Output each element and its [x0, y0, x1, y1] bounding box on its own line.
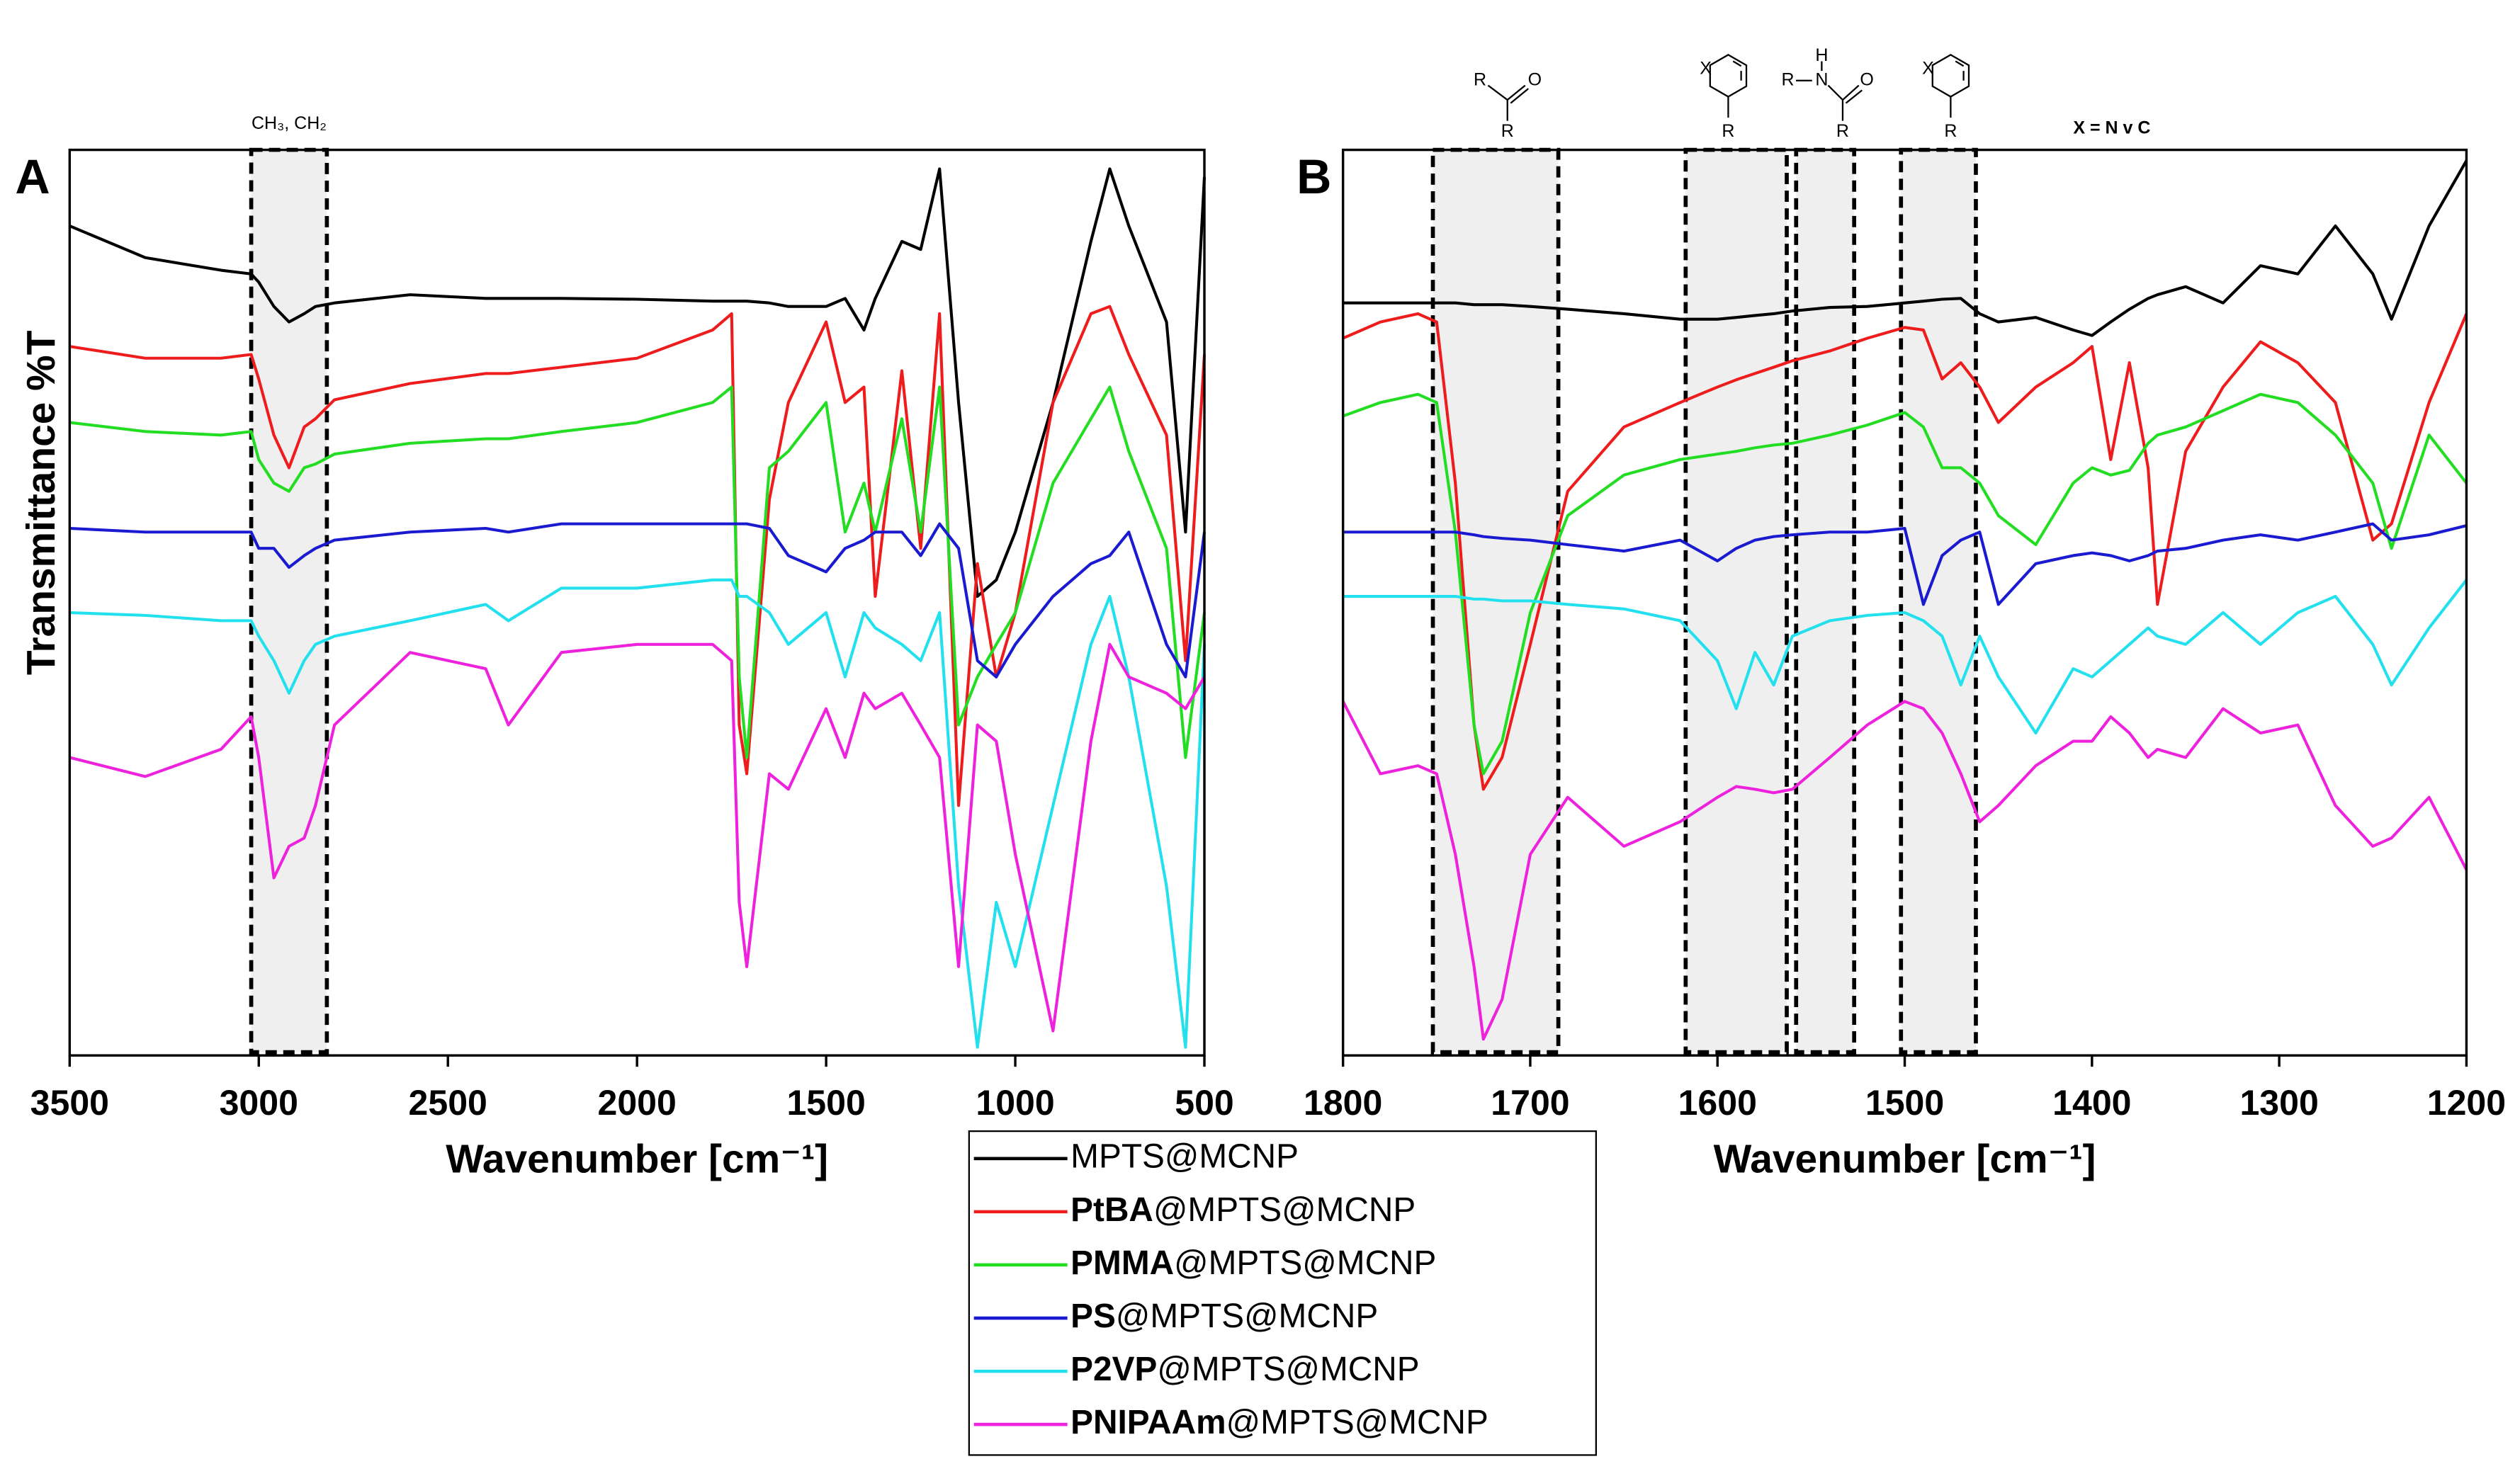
legend-label: PMMA@MPTS@MCNP	[1070, 1244, 1436, 1282]
x-tick-label: 1500	[1865, 1083, 1944, 1123]
legend-rest: @MPTS@MCNP	[1157, 1351, 1419, 1388]
legend-bold: PMMA	[1070, 1244, 1174, 1282]
x-axis-label: Wavenumber [cm⁻¹]	[446, 1137, 828, 1181]
x-tick-label: 2500	[409, 1083, 487, 1123]
band-region	[1683, 147, 1789, 1055]
structure-label: H	[1815, 45, 1828, 65]
legend-bold: PNIPAAm	[1070, 1404, 1226, 1441]
legend-label: MPTS@MCNP	[1070, 1137, 1299, 1175]
spectrum-line	[1342, 392, 2468, 776]
structure-label: R	[1722, 121, 1734, 141]
x-tick-label: 500	[1175, 1083, 1234, 1123]
structure-label: R	[1836, 121, 1849, 141]
legend-label: PS@MPTS@MCNP	[1070, 1298, 1378, 1335]
spectrum-line	[69, 385, 1207, 759]
x-tick-label: 1000	[976, 1083, 1054, 1123]
x-tick-label: 1400	[2052, 1083, 2131, 1123]
legend-rest: @MPTS@MCNP	[1116, 1298, 1378, 1335]
x-tick-label: 1600	[1678, 1083, 1757, 1123]
band-region	[1899, 147, 1978, 1055]
structure-label: R	[1944, 121, 1957, 141]
chemical-structure	[1931, 54, 1970, 118]
spectrum-line	[1343, 159, 2468, 337]
band-region	[249, 147, 329, 1055]
chemical-structure	[1709, 54, 1748, 118]
legend-bold: PS	[1070, 1298, 1116, 1335]
spectrum-line	[69, 167, 1207, 598]
x-tick-label: 1500	[786, 1083, 865, 1123]
x-tick-label: 2000	[597, 1083, 676, 1123]
x-axis-label: Wavenumber [cm⁻¹]	[1714, 1137, 2096, 1181]
structure-label: O	[1528, 69, 1542, 89]
region-label: CH₃, CH₂	[252, 113, 327, 133]
bond	[1795, 61, 1863, 121]
legend-rest: @MPTS@MCNP	[1153, 1191, 1416, 1229]
x-tick-label: 1800	[1304, 1083, 1382, 1123]
structure-label: R	[1501, 121, 1514, 141]
chemical-structure	[1487, 84, 1530, 121]
y-axis-label: Transmittance %T	[19, 330, 64, 675]
legend-box	[968, 1130, 1597, 1456]
bond	[1487, 84, 1530, 121]
x-tick-label: 3500	[30, 1083, 109, 1123]
spectrum-line	[69, 522, 1207, 679]
structure-label: N	[1815, 69, 1828, 89]
x-tick-label: 1200	[2427, 1083, 2506, 1123]
spectrum-line	[1341, 700, 2468, 1041]
spectrum-line	[69, 305, 1207, 807]
structure-label: R	[1474, 69, 1486, 89]
band-region	[1794, 147, 1857, 1055]
chemical-structure	[1795, 61, 1863, 121]
panel-letter: A	[15, 150, 50, 204]
spectrum-line	[1342, 312, 2468, 791]
legend-bold: PtBA	[1070, 1191, 1153, 1229]
spectrum-line	[69, 578, 1207, 1049]
legend-label: PtBA@MPTS@MCNP	[1070, 1191, 1416, 1229]
legend-bold: P2VP	[1070, 1351, 1157, 1388]
legend-label: P2VP@MPTS@MCNP	[1070, 1351, 1419, 1388]
spectrum-line	[1343, 522, 2467, 606]
structure-label: X	[1922, 58, 1934, 78]
annotation: X = N v C	[2073, 118, 2150, 138]
x-tick-label: 1700	[1491, 1083, 1569, 1123]
structure-label: X	[1700, 58, 1712, 78]
structure-label: O	[1860, 69, 1873, 89]
spectrum-line	[69, 642, 1206, 1033]
bond	[1727, 60, 1742, 118]
x-tick-label: 3000	[220, 1083, 298, 1123]
panel-letter: B	[1296, 150, 1331, 204]
legend-rest: @MPTS@MCNP	[1226, 1404, 1488, 1441]
bond	[1950, 60, 1965, 118]
plot-frame	[68, 148, 1206, 1057]
x-tick-label: 1300	[2239, 1083, 2318, 1123]
structure-label: R	[1782, 69, 1795, 89]
spectrum-line	[1343, 579, 2468, 734]
legend-label: PNIPAAm@MPTS@MCNP	[1070, 1404, 1488, 1441]
legend-rest: @MPTS@MCNP	[1174, 1244, 1436, 1282]
